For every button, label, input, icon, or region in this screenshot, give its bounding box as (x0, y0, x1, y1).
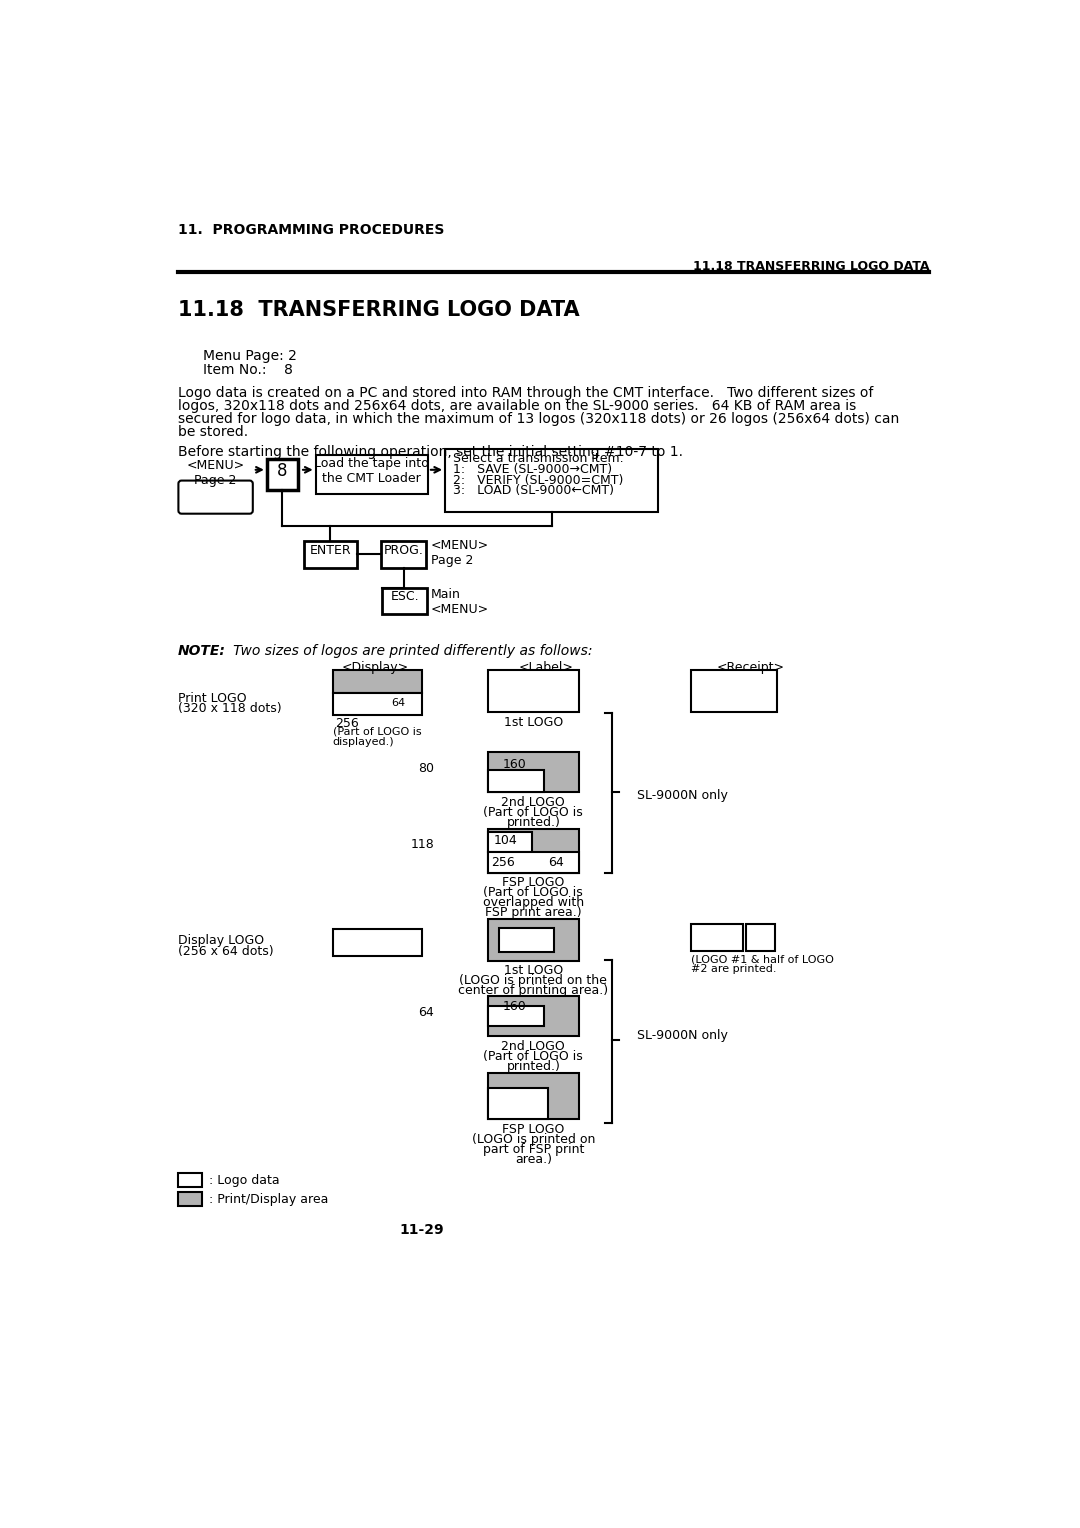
FancyBboxPatch shape (178, 481, 253, 513)
Text: 256: 256 (490, 856, 514, 868)
Text: 104: 104 (494, 834, 517, 847)
Text: area.): area.) (515, 1152, 552, 1166)
Text: Print LOGO: Print LOGO (177, 692, 246, 704)
Text: (320 x 118 dots): (320 x 118 dots) (177, 703, 281, 715)
Text: logos, 320x118 dots and 256x64 dots, are available on the SL-9000 series.   64 K: logos, 320x118 dots and 256x64 dots, are… (177, 399, 855, 413)
Bar (488, 669, 579, 712)
Bar (499, 927, 554, 952)
Text: <MENU>
Page 2: <MENU> Page 2 (431, 539, 489, 567)
Bar (488, 1073, 579, 1118)
Text: 2:   VERIFY (SL-9000=CMT): 2: VERIFY (SL-9000=CMT) (453, 474, 623, 486)
Bar (691, 924, 743, 950)
Bar (177, 1174, 202, 1187)
Text: 1:   SAVE (SL-9000→CMT): 1: SAVE (SL-9000→CMT) (453, 463, 612, 475)
Text: 1st LOGO: 1st LOGO (503, 717, 563, 729)
Bar (315, 455, 428, 494)
Text: ENTER: ENTER (310, 544, 351, 556)
Text: PROG.: PROG. (384, 544, 423, 556)
Text: be stored.: be stored. (177, 425, 247, 439)
Text: 160: 160 (503, 999, 527, 1013)
Text: 2nd LOGO: 2nd LOGO (501, 796, 565, 808)
Text: 64: 64 (548, 856, 564, 868)
Text: 256: 256 (335, 717, 359, 730)
Bar (382, 588, 428, 614)
Bar (488, 851, 579, 872)
Text: Item No.:    8: Item No.: 8 (203, 362, 293, 377)
Text: 64: 64 (391, 698, 406, 707)
Text: 11.18  TRANSFERRING LOGO DATA: 11.18 TRANSFERRING LOGO DATA (177, 301, 579, 321)
Text: overlapped with: overlapped with (483, 897, 584, 909)
Bar (177, 1192, 202, 1206)
Text: : Print/Display area: : Print/Display area (210, 1193, 328, 1206)
Bar (488, 828, 579, 872)
Text: 2nd LOGO: 2nd LOGO (501, 1039, 565, 1053)
Text: FSP print area.): FSP print area.) (485, 906, 582, 920)
Text: (Part of LOGO is: (Part of LOGO is (333, 727, 421, 736)
Text: (Part of LOGO is: (Part of LOGO is (484, 805, 583, 819)
Text: part of FSP print: part of FSP print (483, 1143, 584, 1155)
Text: 64: 64 (418, 1005, 434, 1019)
Text: printed.): printed.) (507, 816, 561, 828)
Text: (256 x 64 dots): (256 x 64 dots) (177, 944, 273, 958)
Bar (488, 831, 531, 851)
Text: center of printing area.): center of printing area.) (458, 984, 608, 998)
Text: 160: 160 (503, 758, 527, 770)
Text: Menu Page: 2: Menu Page: 2 (203, 348, 297, 364)
Text: displayed.): displayed.) (333, 736, 394, 747)
Text: : Logo data: : Logo data (210, 1174, 280, 1187)
Text: (LOGO is printed on the: (LOGO is printed on the (459, 975, 607, 987)
Text: NOTE:: NOTE: (177, 643, 226, 659)
Text: 3:   LOAD (SL-9000←CMT): 3: LOAD (SL-9000←CMT) (453, 484, 613, 498)
Text: (Part of LOGO is: (Part of LOGO is (484, 1050, 583, 1062)
Text: (Part of LOGO is: (Part of LOGO is (484, 886, 583, 900)
Text: <Display>: <Display> (341, 660, 409, 674)
Text: secured for logo data, in which the maximum of 13 logos (320x118 dots) or 26 log: secured for logo data, in which the maxi… (177, 413, 899, 426)
Text: 11.  PROGRAMMING PROCEDURES: 11. PROGRAMMING PROCEDURES (177, 223, 444, 237)
Text: Two sizes of logos are printed differently as follows:: Two sizes of logos are printed different… (220, 643, 593, 659)
Bar (445, 449, 658, 512)
Bar (745, 924, 775, 950)
Bar (488, 752, 579, 792)
Text: SL-9000N only: SL-9000N only (637, 790, 728, 802)
Text: #2 are printed.: #2 are printed. (691, 964, 777, 975)
Text: 118: 118 (410, 837, 434, 851)
Text: printed.): printed.) (507, 1059, 561, 1073)
Text: Before starting the following operation, set the initial setting #10-7 to 1.: Before starting the following operation,… (177, 445, 683, 458)
Text: Main
<MENU>: Main <MENU> (431, 588, 489, 616)
Bar (303, 541, 356, 567)
Text: FSP LOGO: FSP LOGO (502, 1123, 565, 1135)
Bar (381, 541, 427, 567)
Bar (488, 1088, 548, 1118)
Text: FSP LOGO: FSP LOGO (502, 877, 565, 889)
Text: 8: 8 (276, 461, 287, 480)
Text: <MENU>
Page 2: <MENU> Page 2 (187, 458, 245, 487)
Text: Load the tape into
the CMT Loader: Load the tape into the CMT Loader (314, 457, 429, 486)
Text: SL-9000N only: SL-9000N only (637, 1028, 728, 1042)
Text: Select a transmission item.: Select a transmission item. (453, 452, 623, 465)
Bar (488, 918, 579, 961)
Bar (488, 996, 579, 1036)
Bar (333, 929, 422, 955)
Text: 11-29: 11-29 (400, 1222, 444, 1236)
Text: Display LOGO: Display LOGO (177, 934, 264, 947)
Text: 11.18 TRANSFERRING LOGO DATA: 11.18 TRANSFERRING LOGO DATA (693, 260, 930, 274)
Bar (691, 669, 777, 712)
Bar (488, 770, 544, 792)
Bar (267, 458, 298, 490)
Text: Logo data is created on a PC and stored into RAM through the CMT interface.   Tw: Logo data is created on a PC and stored … (177, 387, 873, 400)
Text: (LOGO is printed on: (LOGO is printed on (472, 1132, 595, 1146)
Text: ESC.: ESC. (390, 590, 419, 604)
Bar (333, 694, 422, 715)
Text: 80: 80 (418, 762, 434, 775)
Text: <Receipt>: <Receipt> (717, 660, 785, 674)
Text: <Label>: <Label> (518, 660, 573, 674)
Text: (LOGO #1 & half of LOGO: (LOGO #1 & half of LOGO (691, 955, 835, 964)
Bar (333, 669, 422, 694)
Bar (488, 1005, 544, 1025)
Text: 1st LOGO: 1st LOGO (503, 964, 563, 976)
